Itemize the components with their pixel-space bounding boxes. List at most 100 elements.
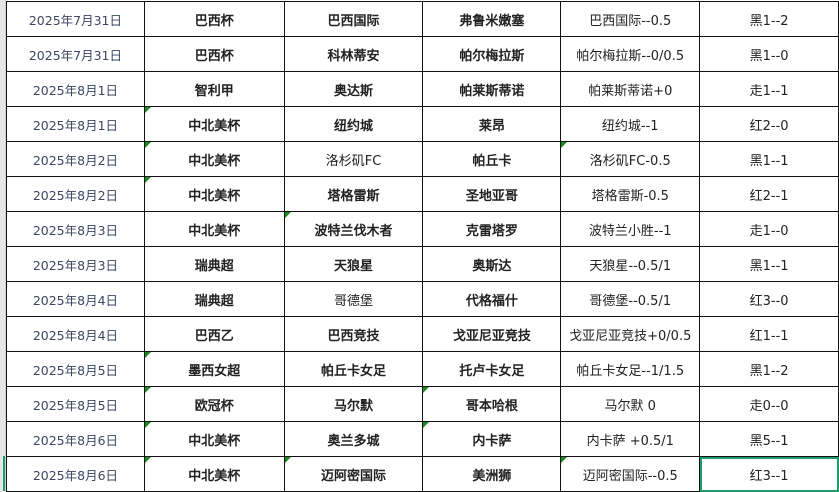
cell-home[interactable]: 马尔默: [283, 386, 424, 422]
table-row: 2025年8月5日 墨西女超 帕丘卡女足 托卢卡女足 帕丘卡女足--1/1.5 黑1--2: [6, 351, 839, 387]
cell-result[interactable]: 黑1--1: [699, 141, 839, 177]
cell-league[interactable]: 瑞典超: [143, 281, 285, 317]
cell-league[interactable]: 巴西杯: [143, 36, 285, 72]
cell-away[interactable]: 奥斯达: [422, 246, 562, 282]
cell-home[interactable]: 科林蒂安: [283, 36, 424, 72]
cell-result[interactable]: 走1--0: [699, 211, 839, 247]
cell-away[interactable]: 帕尔梅拉斯: [422, 36, 562, 72]
cell-handicap[interactable]: 迈阿密国际--0.5: [560, 456, 701, 492]
cell-handicap[interactable]: 纽约城--1: [560, 106, 701, 142]
cell-home[interactable]: 帕丘卡女足: [283, 351, 424, 387]
cell-league[interactable]: 瑞典超: [143, 246, 285, 282]
cell-home[interactable]: 巴西国际: [283, 1, 424, 37]
cell-home[interactable]: 洛杉矶FC: [283, 141, 424, 177]
cell-away[interactable]: 弗鲁米嫩塞: [422, 1, 562, 37]
table-row: 2025年8月6日 中北美杯 迈阿密国际 美洲狮 迈阿密国际--0.5 红3--1: [6, 456, 839, 492]
cell-home[interactable]: 纽约城: [283, 106, 424, 142]
cell-league[interactable]: 欧冠杯: [143, 386, 285, 422]
cell-league[interactable]: 墨西女超: [143, 351, 285, 387]
cell-away[interactable]: 圣地亚哥: [422, 176, 562, 212]
cell-date[interactable]: 2025年8月4日: [6, 281, 145, 317]
cell-date[interactable]: 2025年7月31日: [6, 1, 145, 37]
cell-handicap[interactable]: 戈亚尼亚竞技+0/0.5: [560, 316, 701, 352]
cell-home[interactable]: 迈阿密国际: [283, 456, 424, 492]
cell-result[interactable]: 走0--0: [699, 386, 839, 422]
cell-league[interactable]: 中北美杯: [143, 421, 285, 457]
cell-result[interactable]: 红3--0: [699, 281, 839, 317]
cell-home[interactable]: 奥兰多城: [283, 421, 424, 457]
cell-date[interactable]: 2025年8月1日: [6, 106, 145, 142]
cell-date[interactable]: 2025年8月2日: [6, 141, 145, 177]
cell-home[interactable]: 哥德堡: [283, 281, 424, 317]
cell-date[interactable]: 2025年7月31日: [6, 36, 145, 72]
table-row: 2025年8月2日 中北美杯 洛杉矶FC 帕丘卡 洛杉矶FC-0.5 黑1--1: [6, 141, 839, 177]
cell-date[interactable]: 2025年8月5日: [6, 351, 145, 387]
selected-row-indicator: [3, 456, 5, 491]
table-row: 2025年8月5日 欧冠杯 马尔默 哥本哈根 马尔默 0 走0--0: [6, 386, 839, 422]
cell-home[interactable]: 巴西竞技: [283, 316, 424, 352]
cell-handicap[interactable]: 哥德堡--0.5/1: [560, 281, 701, 317]
cell-result[interactable]: 黑1--2: [699, 351, 839, 387]
cell-home[interactable]: 塔格雷斯: [283, 176, 424, 212]
cell-handicap[interactable]: 波特兰小胜--1: [560, 211, 701, 247]
cell-handicap[interactable]: 帕丘卡女足--1/1.5: [560, 351, 701, 387]
spreadsheet-grid: 2025年7月31日 巴西杯 巴西国际 弗鲁米嫩塞 巴西国际--0.5 黑1--2 2025…: [6, 1, 839, 492]
cell-away[interactable]: 内卡萨: [422, 421, 562, 457]
cell-date[interactable]: 2025年8月3日: [6, 211, 145, 247]
cell-league[interactable]: 中北美杯: [143, 176, 285, 212]
table-row: 2025年7月31日 巴西杯 科林蒂安 帕尔梅拉斯 帕尔梅拉斯--0/0.5 黑1--0: [6, 36, 839, 72]
cell-result[interactable]: 走1--1: [699, 71, 839, 107]
cell-league[interactable]: 智利甲: [143, 71, 285, 107]
cell-result[interactable]: 红2--1: [699, 176, 839, 212]
cell-result[interactable]: 红2--0: [699, 106, 839, 142]
cell-handicap[interactable]: 洛杉矶FC-0.5: [560, 141, 701, 177]
cell-league[interactable]: 中北美杯: [143, 106, 285, 142]
cell-home[interactable]: 波特兰伐木者: [283, 211, 424, 247]
table-row: 2025年8月6日 中北美杯 奥兰多城 内卡萨 内卡萨 +0.5/1 黑5--1: [6, 421, 839, 457]
cell-away[interactable]: 戈亚尼亚竞技: [422, 316, 562, 352]
cell-away[interactable]: 代格福什: [422, 281, 562, 317]
cell-away[interactable]: 帕丘卡: [422, 141, 562, 177]
cell-result[interactable]: 红3--1: [699, 456, 839, 492]
cell-home[interactable]: 奥达斯: [283, 71, 424, 107]
cell-date[interactable]: 2025年8月5日: [6, 386, 145, 422]
table-row: 2025年8月1日 中北美杯 纽约城 莱昂 纽约城--1 红2--0: [6, 106, 839, 142]
cell-away[interactable]: 美洲狮: [422, 456, 562, 492]
cell-date[interactable]: 2025年8月6日: [6, 456, 145, 492]
row-header-gutter: [0, 0, 6, 492]
cell-league[interactable]: 巴西杯: [143, 1, 285, 37]
cell-handicap[interactable]: 帕莱斯蒂诺+0: [560, 71, 701, 107]
cell-away[interactable]: 帕莱斯蒂诺: [422, 71, 562, 107]
cell-away[interactable]: 莱昂: [422, 106, 562, 142]
table-row: 2025年7月31日 巴西杯 巴西国际 弗鲁米嫩塞 巴西国际--0.5 黑1--2: [6, 1, 839, 37]
cell-away[interactable]: 托卢卡女足: [422, 351, 562, 387]
cell-date[interactable]: 2025年8月2日: [6, 176, 145, 212]
table-row: 2025年8月3日 中北美杯 波特兰伐木者 克雷塔罗 波特兰小胜--1 走1--0: [6, 211, 839, 247]
cell-league[interactable]: 巴西乙: [143, 316, 285, 352]
cell-result[interactable]: 黑5--1: [699, 421, 839, 457]
cell-date[interactable]: 2025年8月4日: [6, 316, 145, 352]
cell-handicap[interactable]: 帕尔梅拉斯--0/0.5: [560, 36, 701, 72]
table-row: 2025年8月4日 瑞典超 哥德堡 代格福什 哥德堡--0.5/1 红3--0: [6, 281, 839, 317]
cell-result[interactable]: 红1--1: [699, 316, 839, 352]
cell-handicap[interactable]: 内卡萨 +0.5/1: [560, 421, 701, 457]
table-row: 2025年8月3日 瑞典超 天狼星 奥斯达 天狼星--0.5/1 黑1--1: [6, 246, 839, 282]
table-row: 2025年8月2日 中北美杯 塔格雷斯 圣地亚哥 塔格雷斯-0.5 红2--1: [6, 176, 839, 212]
cell-date[interactable]: 2025年8月6日: [6, 421, 145, 457]
cell-date[interactable]: 2025年8月3日: [6, 246, 145, 282]
cell-handicap[interactable]: 马尔默 0: [560, 386, 701, 422]
cell-league[interactable]: 中北美杯: [143, 141, 285, 177]
cell-handicap[interactable]: 巴西国际--0.5: [560, 1, 701, 37]
cell-date[interactable]: 2025年8月1日: [6, 71, 145, 107]
cell-handicap[interactable]: 塔格雷斯-0.5: [560, 176, 701, 212]
cell-result[interactable]: 黑1--2: [699, 1, 839, 37]
cell-league[interactable]: 中北美杯: [143, 211, 285, 247]
cell-away[interactable]: 哥本哈根: [422, 386, 562, 422]
cell-league[interactable]: 中北美杯: [143, 456, 285, 492]
cell-home[interactable]: 天狼星: [283, 246, 424, 282]
cell-result[interactable]: 黑1--1: [699, 246, 839, 282]
cell-handicap[interactable]: 天狼星--0.5/1: [560, 246, 701, 282]
cell-away[interactable]: 克雷塔罗: [422, 211, 562, 247]
table-row: 2025年8月1日 智利甲 奥达斯 帕莱斯蒂诺 帕莱斯蒂诺+0 走1--1: [6, 71, 839, 107]
cell-result[interactable]: 黑1--0: [699, 36, 839, 72]
